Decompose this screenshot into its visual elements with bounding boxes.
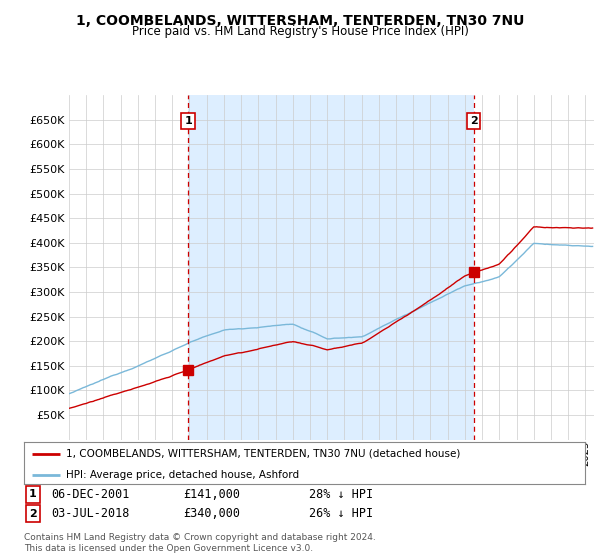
Text: 1: 1	[29, 489, 37, 500]
Text: 28% ↓ HPI: 28% ↓ HPI	[309, 488, 373, 501]
Text: Price paid vs. HM Land Registry's House Price Index (HPI): Price paid vs. HM Land Registry's House …	[131, 25, 469, 38]
Text: £141,000: £141,000	[183, 488, 240, 501]
Text: 26% ↓ HPI: 26% ↓ HPI	[309, 507, 373, 520]
Text: 1: 1	[184, 116, 192, 126]
Text: 03-JUL-2018: 03-JUL-2018	[51, 507, 130, 520]
Text: 06-DEC-2001: 06-DEC-2001	[51, 488, 130, 501]
Bar	[188, 95, 473, 440]
Text: 1, COOMBELANDS, WITTERSHAM, TENTERDEN, TN30 7NU: 1, COOMBELANDS, WITTERSHAM, TENTERDEN, T…	[76, 14, 524, 28]
Text: 1, COOMBELANDS, WITTERSHAM, TENTERDEN, TN30 7NU (detached house): 1, COOMBELANDS, WITTERSHAM, TENTERDEN, T…	[66, 449, 460, 459]
Text: 2: 2	[470, 116, 478, 126]
Text: 2: 2	[29, 508, 37, 519]
Text: Contains HM Land Registry data © Crown copyright and database right 2024.
This d: Contains HM Land Registry data © Crown c…	[24, 533, 376, 553]
Text: £340,000: £340,000	[183, 507, 240, 520]
Text: HPI: Average price, detached house, Ashford: HPI: Average price, detached house, Ashf…	[66, 470, 299, 480]
